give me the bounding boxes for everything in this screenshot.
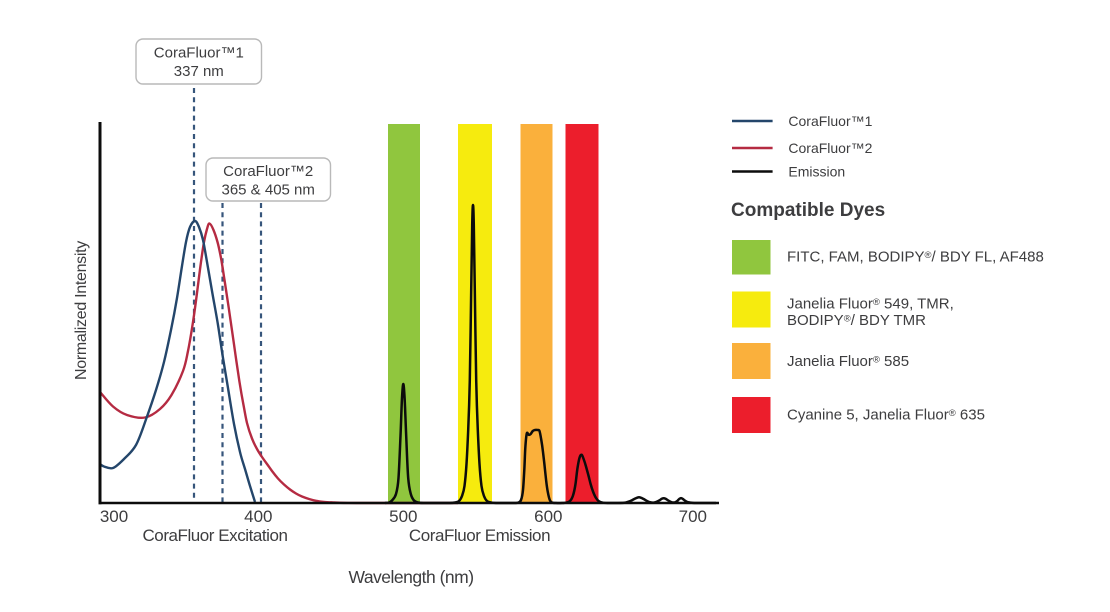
svg-text:300: 300 [100,507,128,526]
svg-text:700: 700 [679,507,707,526]
svg-text:Janelia Fluor®​ 585: Janelia Fluor®​ 585 [787,353,909,370]
svg-text:CoraFluor Excitation: CoraFluor Excitation [142,526,287,545]
svg-text:CoraFluor™1: CoraFluor™1 [154,45,244,62]
svg-text:CoraFluor™2: CoraFluor™2 [788,140,872,156]
svg-text:337 nm: 337 nm [174,63,224,80]
svg-text:365 & 405 nm: 365 & 405 nm [221,182,314,199]
svg-text:400: 400 [244,507,272,526]
svg-text:500: 500 [389,507,417,526]
svg-text:CoraFluor™1: CoraFluor™1 [788,113,872,129]
svg-text:CoraFluor Emission: CoraFluor Emission [409,526,550,545]
svg-text:Cyanine 5, Janelia Fluor®​ 635: Cyanine 5, Janelia Fluor®​ 635 [787,407,985,424]
svg-text:FITC, FAM, BODIPY®​/ BDY FL, A: FITC, FAM, BODIPY®​/ BDY FL, AF488 [787,249,1044,266]
svg-text:600: 600 [534,507,562,526]
svg-text:Compatible Dyes: Compatible Dyes [731,200,885,221]
svg-text:Wavelength (nm): Wavelength (nm) [348,567,473,587]
svg-text:Emission: Emission [788,164,845,180]
svg-text:CoraFluor™2: CoraFluor™2 [223,163,313,180]
svg-text:Normalized Intensity: Normalized Intensity [73,241,90,380]
svg-text:Janelia Fluor®​ 549, TMR,: Janelia Fluor®​ 549, TMR, [787,296,954,313]
svg-text:BODIPY®​/ BDY TMR: BODIPY®​/ BDY TMR [787,312,926,329]
